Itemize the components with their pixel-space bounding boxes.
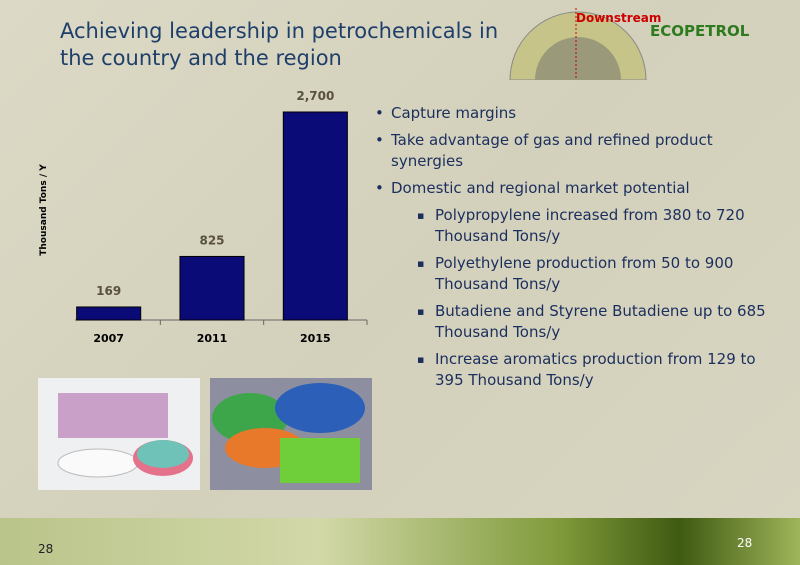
sub-bullet: Increase aromatics production from 129 t…	[391, 349, 775, 391]
photo-plastic-tableware	[38, 378, 200, 490]
sub-bullet: Butadiene and Styrene Butadiene up to 68…	[391, 301, 775, 343]
bullet: Capture margins	[375, 103, 775, 124]
logo-wheel-inner	[535, 37, 621, 80]
bullet-list: Capture margins Take advantage of gas and…	[375, 103, 775, 397]
page-number: 28	[38, 542, 54, 556]
photo-plastic-containers	[210, 378, 372, 490]
bullet-text: Domestic and regional market potential	[391, 179, 690, 197]
bullet: Take advantage of gas and refined produc…	[375, 130, 775, 172]
sub-bullet: Polypropylene increased from 380 to 720 …	[391, 205, 775, 247]
slide-title: Achieving leadership in petrochemicals i…	[60, 19, 499, 70]
page-number: 28	[737, 536, 753, 550]
chart: Thousand Tons / Y 2007 169 2011 825 2015 2,70…	[39, 89, 368, 345]
bar	[179, 255, 245, 321]
value-label: 825	[199, 233, 224, 247]
value-label: 2,700	[296, 89, 334, 103]
logo: Downstream ECOPETROL	[509, 8, 750, 80]
bar	[282, 111, 348, 321]
sub-bullet: Polyethylene production from 50 to 900 T…	[391, 253, 775, 295]
bullet: Domestic and regional market potential Po…	[375, 178, 775, 391]
logo-section: Downstream	[576, 11, 661, 25]
x-tick-label: 2011	[197, 332, 228, 345]
footer-band	[0, 518, 800, 565]
x-tick-label: 2007	[93, 332, 124, 345]
x-tick-label: 2015	[300, 332, 331, 345]
logo-brand: ECOPETROL	[650, 22, 750, 40]
value-label: 169	[96, 284, 121, 298]
bullet-text: Capture margins	[391, 104, 517, 122]
y-axis-label: Thousand Tons / Y	[39, 164, 49, 256]
sub-bullet-list: Polypropylene increased from 380 to 720 …	[391, 205, 775, 391]
bullet-text: Take advantage of gas and refined produc…	[391, 131, 713, 170]
bar	[76, 306, 142, 321]
